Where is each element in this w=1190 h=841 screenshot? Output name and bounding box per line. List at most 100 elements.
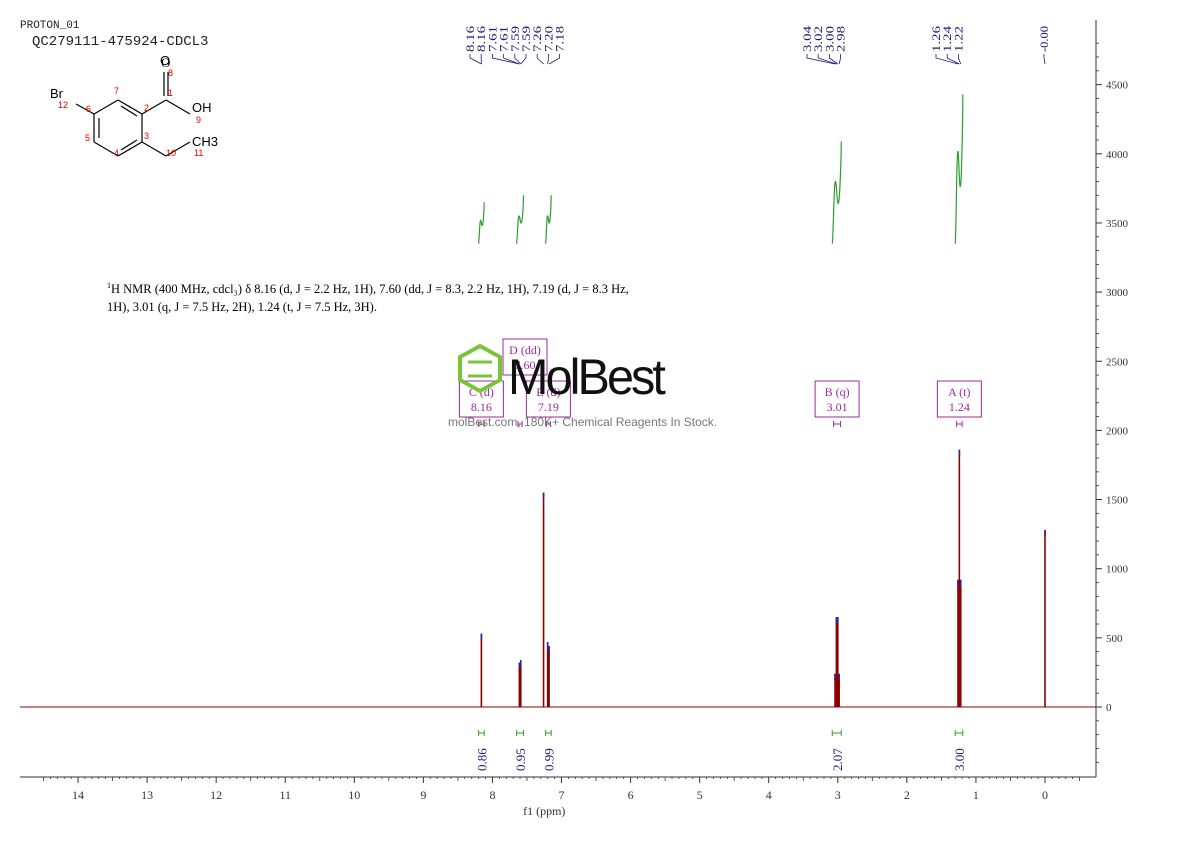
multiplet-box [814, 380, 860, 418]
multiplet-shift: 3.01 [827, 400, 848, 414]
ring-number-5: 5 [85, 133, 91, 143]
multiplet-shift: 1.24 [949, 400, 970, 414]
y-tick-label: 4500 [1106, 80, 1129, 92]
peak-label: 1.24 [940, 26, 954, 52]
peak-label: 7.59 [508, 26, 522, 52]
watermark-tagline: molBest.com, 180K+ Chemical Reagents In … [448, 415, 717, 429]
x-tick-label: 11 [279, 788, 291, 802]
ring-number-6: 6 [86, 104, 92, 114]
atom-ch3-label: CH3 [192, 134, 219, 149]
nucleus-superscript: 1 [107, 281, 111, 290]
peak-label-connector [503, 54, 520, 65]
y-tick-label: 2500 [1106, 356, 1129, 368]
y-tick-label: 3500 [1106, 218, 1129, 230]
multiplet-label: A (t) [948, 385, 970, 399]
x-tick-label: 1 [973, 788, 979, 802]
integral-curve [831, 141, 842, 244]
x-tick-label: 5 [697, 788, 703, 802]
integral-value: 0.99 [541, 748, 556, 771]
x-tick-label: 3 [835, 788, 841, 802]
x-tick-label: 10 [348, 788, 360, 802]
atom-oxygen: O [161, 55, 170, 70]
peak-label-connector [520, 54, 527, 65]
integral-value: 2.07 [830, 748, 845, 771]
y-tick-label: 4000 [1106, 149, 1129, 161]
peak-label-connector [935, 54, 959, 65]
y-tick-label: 1500 [1106, 495, 1129, 507]
peak-label: 7.26 [530, 26, 544, 52]
peak-label-connector [946, 54, 960, 65]
peak-label-connector [817, 54, 837, 65]
x-tick-label: 12 [210, 788, 222, 802]
y-tick-label: 3000 [1106, 287, 1129, 299]
ring-number-4: 4 [114, 148, 120, 158]
integral-value: 0.86 [474, 748, 489, 771]
multiplet-box [458, 380, 504, 418]
atom-oh-number: 9 [196, 115, 202, 125]
nmr-summary-line2: 1H), 3.01 (q, J = 7.5 Hz, 2H), 1.24 (t, … [107, 300, 377, 315]
peak-label: 3.02 [811, 26, 825, 52]
molbest-logo-icon [458, 343, 502, 394]
peak-label: 7.61 [485, 26, 499, 52]
ring-number-2: 2 [144, 103, 150, 113]
x-tick-label: 13 [141, 788, 153, 802]
x-tick-label: 2 [904, 788, 910, 802]
multiplet-box [936, 380, 982, 418]
integral-value: 0.95 [513, 748, 528, 771]
atom-br-number: 12 [58, 100, 69, 110]
watermark-brand: MolBest [508, 349, 666, 405]
peak-label-connector [548, 54, 560, 65]
integral-curve [478, 202, 485, 244]
experiment-label: PROTON_01 [20, 20, 80, 32]
peak-label: 7.18 [553, 26, 567, 52]
atom-oh-label: OH [192, 100, 212, 115]
multiplet-box [525, 380, 571, 418]
x-tick-label: 0 [1042, 788, 1048, 802]
peak-label: 7.59 [519, 26, 533, 52]
x-tick-label: 8 [489, 788, 495, 802]
sample-label: QC279111-475924-CDCL3 [32, 34, 209, 50]
multiplet-shift: 8.16 [471, 400, 492, 414]
peak-label: 1.22 [951, 26, 965, 52]
multiplet-label: E (d) [536, 385, 560, 399]
atom-br-label: Br [50, 86, 63, 101]
ring-number-1: 1 [168, 88, 174, 98]
y-tick-label: 1000 [1106, 564, 1129, 576]
atom-ch3-number: 11 [194, 148, 204, 158]
peak-label: -0.00 [1037, 26, 1051, 52]
peak-label-connector [491, 54, 520, 65]
peak-label-connector [469, 54, 482, 65]
ring-number-7: 7 [114, 86, 120, 96]
x-tick-label: 14 [72, 788, 84, 802]
y-tick-label: 0 [1106, 702, 1112, 714]
integral-curve [954, 94, 964, 244]
nmr-summary-line1: H NMR (400 MHz, cdcl₃) δ 8.16 (d, J = 2.… [111, 282, 629, 297]
peak-label-connector [829, 54, 839, 65]
peak-label: 8.16 [463, 26, 477, 52]
peak-label: 7.20 [541, 26, 555, 52]
peak-label: 1.26 [929, 26, 943, 52]
peak-label-connector [838, 54, 841, 65]
multiplet-shift: 7.60 [515, 358, 536, 372]
ring-number-10: 10 [166, 148, 177, 158]
peak-label-connector [547, 54, 549, 65]
multiplet-label: B (q) [825, 385, 850, 399]
atom-o-label: O [160, 53, 171, 68]
ring-number-3: 3 [144, 131, 150, 141]
x-tick-label: 6 [628, 788, 634, 802]
peak-label-connector [958, 54, 962, 65]
chemical-structure: O [75, 55, 191, 157]
integral-value: 3.00 [952, 748, 967, 771]
y-tick-label: 500 [1106, 633, 1123, 645]
peak-label: 7.61 [497, 26, 511, 52]
x-tick-label: 7 [559, 788, 565, 802]
peak-label-connector [514, 54, 522, 65]
peak-label-connector [536, 54, 544, 65]
nmr-summary: 1H NMR (400 MHz, cdcl₃) δ 8.16 (d, J = 2… [107, 277, 707, 316]
integral-curve [516, 195, 525, 244]
x-tick-label: 4 [766, 788, 772, 802]
x-axis-title: f1 (ppm) [523, 804, 565, 818]
atom-o-number: 8 [168, 68, 174, 78]
